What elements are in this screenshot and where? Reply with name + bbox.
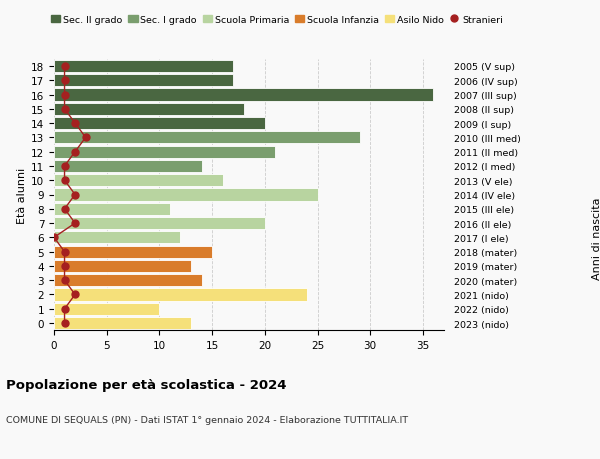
Bar: [54, 317, 191, 330]
Bar: [54, 175, 223, 187]
Y-axis label: Età alunni: Età alunni: [17, 167, 27, 223]
Bar: [54, 303, 160, 315]
Legend: Sec. II grado, Sec. I grado, Scuola Primaria, Scuola Infanzia, Asilo Nido, Stran: Sec. II grado, Sec. I grado, Scuola Prim…: [51, 16, 503, 25]
Bar: [54, 246, 212, 258]
Bar: [54, 203, 170, 215]
Text: Popolazione per età scolastica - 2024: Popolazione per età scolastica - 2024: [6, 379, 287, 392]
Bar: [54, 260, 191, 272]
Bar: [54, 75, 233, 87]
Bar: [54, 232, 181, 244]
Bar: [54, 289, 307, 301]
Bar: [54, 89, 433, 101]
Text: COMUNE DI SEQUALS (PN) - Dati ISTAT 1° gennaio 2024 - Elaborazione TUTTITALIA.IT: COMUNE DI SEQUALS (PN) - Dati ISTAT 1° g…: [6, 415, 408, 425]
Bar: [54, 118, 265, 130]
Bar: [54, 103, 244, 116]
Bar: [54, 161, 202, 173]
Bar: [54, 146, 275, 158]
Bar: [54, 274, 202, 287]
Bar: [54, 189, 317, 201]
Text: Anni di nascita: Anni di nascita: [592, 197, 600, 280]
Bar: [54, 132, 359, 144]
Bar: [54, 61, 233, 73]
Bar: [54, 218, 265, 230]
